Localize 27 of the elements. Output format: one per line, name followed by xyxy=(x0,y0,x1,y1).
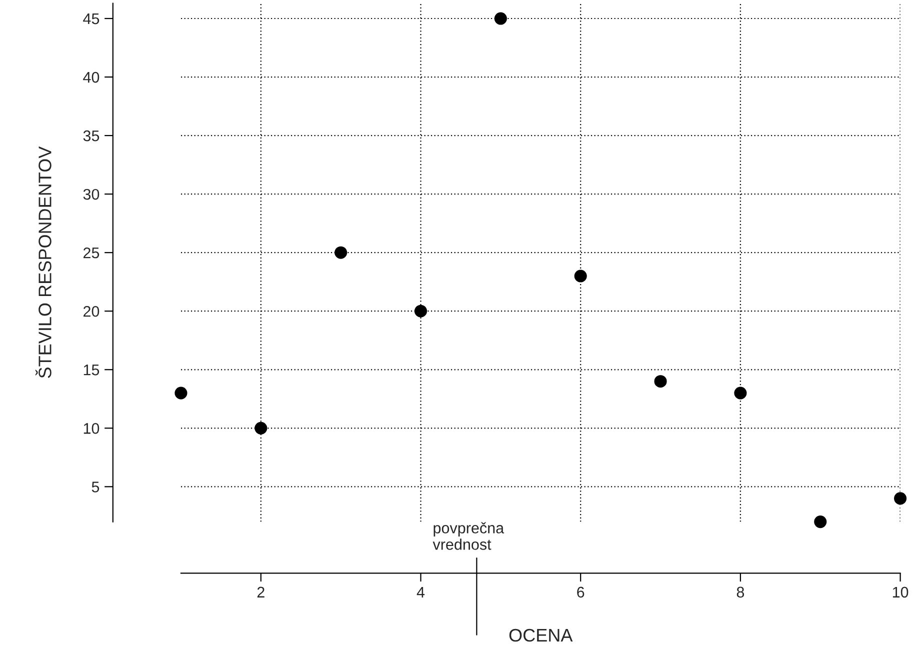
point xyxy=(414,304,428,318)
ref-line-label: povprečna vrednost xyxy=(432,522,504,550)
point xyxy=(894,492,907,505)
y-tick-label: 30 xyxy=(83,188,100,200)
point xyxy=(574,270,587,282)
y-tick-label: 25 xyxy=(84,247,100,258)
x-tick-label: 8 xyxy=(736,586,744,598)
y-tick-label: 5 xyxy=(92,482,100,492)
point xyxy=(254,422,268,434)
point xyxy=(494,12,507,25)
x-tick-label: 2 xyxy=(257,586,264,598)
point xyxy=(734,386,747,400)
x-axis-title: OCENA xyxy=(509,628,573,642)
point xyxy=(334,246,348,259)
y-tick-label: 40 xyxy=(83,72,100,83)
y-tick-label: 45 xyxy=(83,14,100,24)
point xyxy=(814,516,827,528)
y-tick-label: 15 xyxy=(84,364,100,376)
x-tick-label: 6 xyxy=(577,586,584,598)
x-tick-label: 4 xyxy=(416,586,425,598)
x-tick-label: 10 xyxy=(892,586,908,598)
y-axis-title: ŠTEVILO RESPONDENTOV xyxy=(35,146,52,378)
point xyxy=(174,386,188,400)
y-tick-label: 20 xyxy=(84,306,100,317)
y-tick-label: 10 xyxy=(84,423,100,434)
y-tick-label: 35 xyxy=(83,130,100,142)
point xyxy=(654,375,667,388)
